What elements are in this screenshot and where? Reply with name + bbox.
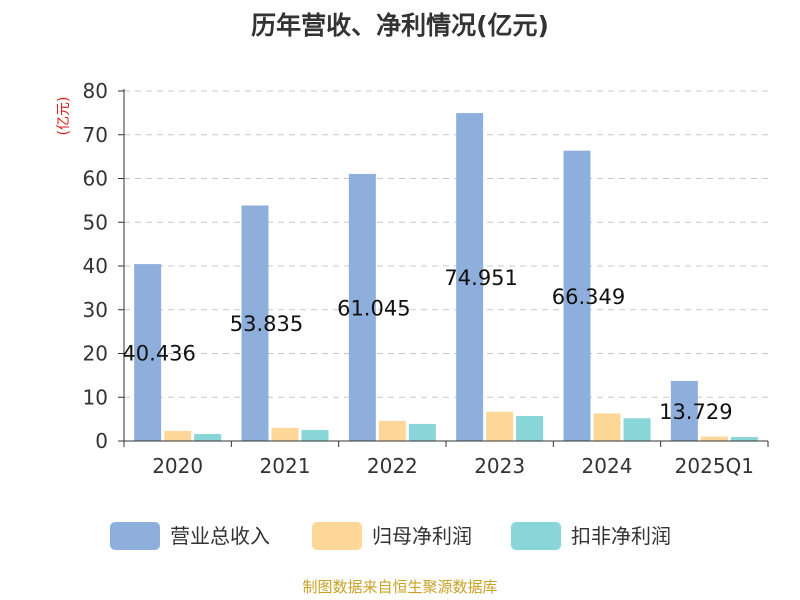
y-tick-label: 0 [95, 429, 108, 453]
bar [623, 418, 651, 441]
bars [134, 113, 758, 441]
x-axis: 2020 2021 2022 2023 2024 2025Q1 [123, 440, 769, 478]
legend-label: 扣非净利润 [571, 524, 671, 548]
y-tick-label: 50 [83, 210, 108, 234]
bar [730, 437, 758, 441]
source-note: 制图数据来自恒生聚源数据库 [302, 578, 497, 596]
legend-item[interactable]: 归母净利润 [312, 522, 472, 550]
bar [670, 380, 698, 441]
x-tick-label: 2020 [152, 454, 203, 478]
bar [164, 430, 192, 441]
bar [516, 416, 544, 441]
legend-label: 归母净利润 [372, 524, 472, 548]
grid-lines [124, 90, 768, 398]
data-label: 53.835 [230, 312, 303, 336]
bar [378, 420, 406, 441]
x-tick-label: 2024 [582, 454, 633, 478]
data-label: 40.436 [122, 342, 195, 366]
bar [456, 113, 484, 441]
x-tick-label: 2025Q1 [675, 454, 754, 478]
x-tick-label: 2023 [474, 454, 525, 478]
legend-item[interactable]: 扣非净利润 [511, 522, 671, 550]
bar [563, 150, 591, 441]
data-label: 61.045 [337, 296, 410, 320]
legend-swatch [110, 522, 160, 550]
y-axis-unit: (亿元) [56, 97, 72, 136]
bar [271, 427, 299, 441]
bar [593, 413, 621, 441]
bar [486, 411, 514, 441]
bar [194, 434, 222, 441]
bar [134, 264, 162, 441]
legend-swatch [511, 522, 561, 550]
bar [241, 205, 269, 441]
y-tick-label: 60 [83, 167, 108, 191]
x-tick-label: 2022 [367, 454, 418, 478]
data-label: 74.951 [444, 266, 517, 290]
y-tick-label: 30 [83, 298, 108, 322]
x-tick-label: 2021 [260, 454, 311, 478]
bar [301, 430, 329, 441]
y-tick-label: 10 [83, 385, 108, 409]
y-axis: 0 10 20 30 40 50 60 70 80 [83, 79, 125, 453]
data-label: 66.349 [552, 285, 625, 309]
legend-item[interactable]: 营业总收入 [110, 522, 270, 550]
bar [700, 436, 728, 441]
data-label: 13.729 [659, 400, 732, 424]
chart-title: 历年营收、净利情况(亿元) [251, 11, 549, 40]
y-tick-label: 80 [83, 79, 108, 103]
legend-label: 营业总收入 [170, 524, 270, 548]
bar [348, 173, 376, 441]
legend-swatch [312, 522, 362, 550]
bar [408, 423, 436, 441]
y-tick-label: 70 [83, 123, 108, 147]
data-labels: 40.436 53.835 61.045 74.951 66.349 13.729 [122, 266, 732, 424]
y-tick-label: 20 [83, 342, 108, 366]
y-tick-label: 40 [83, 254, 108, 278]
legend[interactable]: 营业总收入 归母净利润 扣非净利润 [110, 522, 671, 550]
